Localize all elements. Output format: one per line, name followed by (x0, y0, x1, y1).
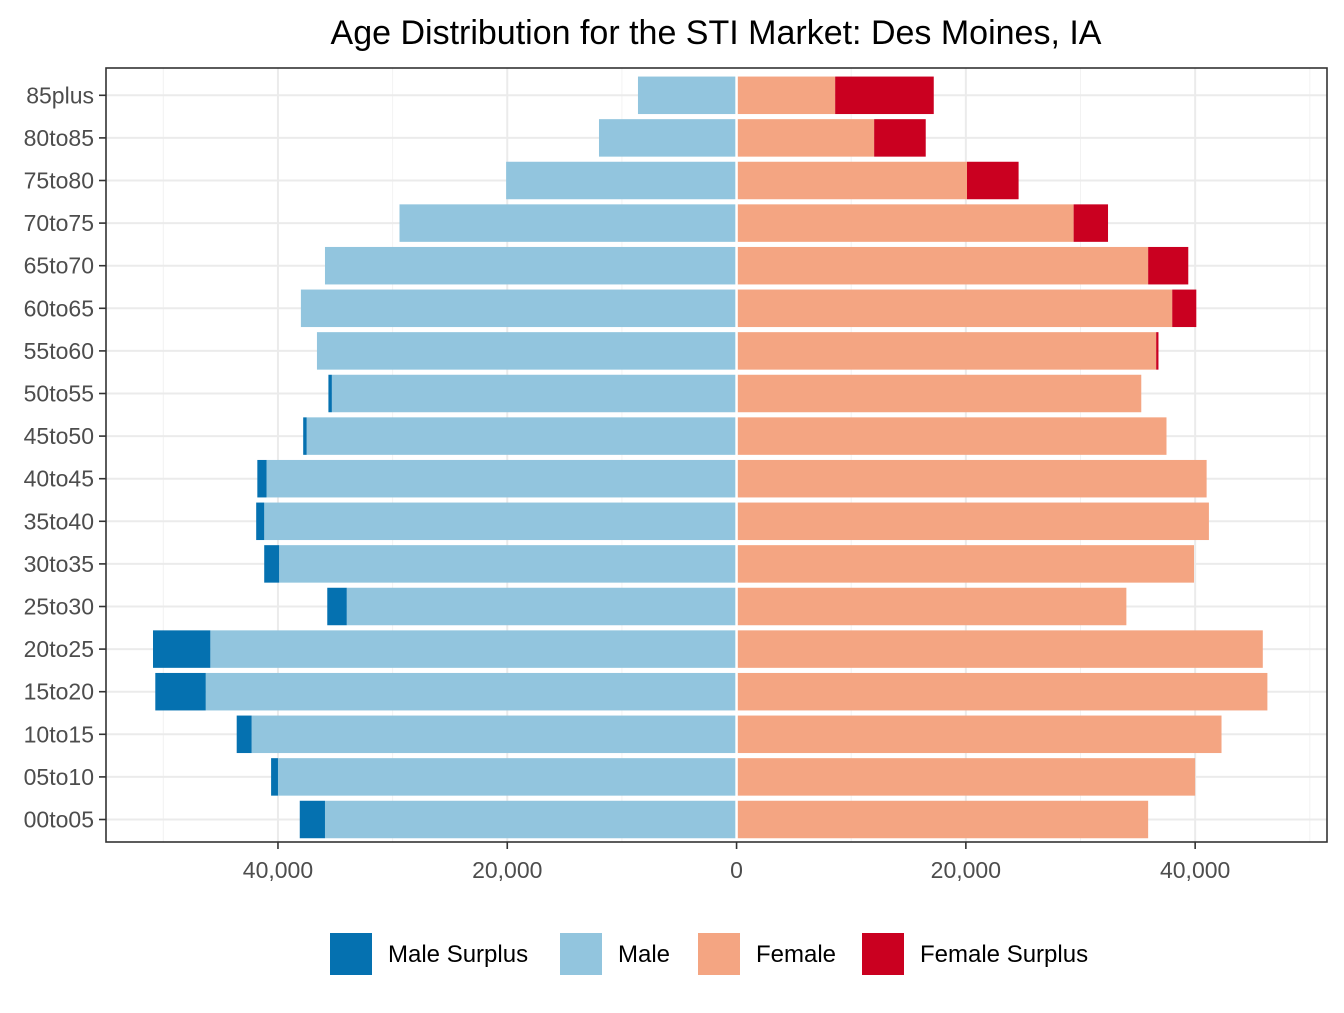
bar-male-surplus-45to50 (303, 417, 307, 455)
x-axis: 40,000 20,000 0 20,000 40,000 (243, 842, 1230, 883)
bar-female-60to65 (736, 289, 1173, 328)
y-tick-label: 00to05 (24, 807, 94, 833)
bar-male-60to65 (300, 289, 737, 328)
y-tick-label: 45to50 (24, 423, 94, 449)
bars (153, 68, 1268, 842)
bar-female-10to15 (736, 715, 1222, 754)
y-tick-label: 55to60 (24, 338, 94, 364)
bar-female-surplus-75to80 (967, 161, 1019, 200)
bar-female-80to85 (736, 119, 875, 157)
legend-label: Male (618, 941, 670, 968)
legend: Male Surplus Male Female Female Surplus (330, 933, 1088, 975)
bar-female-15to20 (736, 672, 1268, 711)
bar-female-05to10 (736, 758, 1196, 796)
x-tick-label: 20,000 (931, 857, 1001, 883)
legend-key-male-surplus (330, 933, 372, 975)
bar-male-75to80 (506, 161, 737, 200)
bar-male-35to40 (264, 502, 737, 541)
bar-male-surplus-30to35 (264, 545, 280, 583)
legend-key-female-surplus (862, 933, 904, 975)
bar-male-10to15 (251, 715, 737, 754)
bar-male-80to85 (598, 119, 737, 157)
y-tick-label: 60to65 (24, 295, 94, 321)
bar-female-surplus-70to75 (1073, 204, 1109, 242)
bar-male-surplus-40to45 (257, 459, 267, 498)
bar-male-55to60 (316, 332, 737, 370)
bar-male-15to20 (205, 672, 737, 711)
bar-female-55to60 (736, 332, 1157, 370)
bar-male-surplus-25to30 (327, 587, 347, 626)
bar-female-45to50 (736, 417, 1167, 455)
bar-male-25to30 (346, 587, 737, 626)
bar-female-surplus-80to85 (874, 119, 926, 157)
bar-male-20to25 (210, 630, 737, 668)
bar-female-surplus-55to60 (1156, 332, 1159, 370)
bar-female-40to45 (736, 459, 1207, 498)
bar-male-40to45 (266, 459, 737, 498)
y-axis: 00to05 05to10 10to15 15to20 20to25 25to30 30to… (24, 82, 106, 833)
bar-male-surplus-20to25 (153, 630, 211, 668)
bar-male-50to55 (331, 374, 737, 413)
y-tick-label: 10to15 (24, 721, 94, 747)
y-tick-label: 30to35 (24, 551, 94, 577)
chart-title: Age Distribution for the STI Market: Des… (331, 14, 1102, 52)
bar-female-65to70 (736, 246, 1149, 285)
legend-key-female (698, 933, 740, 975)
bar-female-50to55 (736, 374, 1142, 413)
x-tick-label: 40,000 (243, 857, 313, 883)
bar-male-85plus (637, 76, 737, 115)
bar-female-75to80 (736, 161, 968, 200)
bar-male-surplus-00to05 (299, 800, 325, 839)
y-tick-label: 25to30 (24, 594, 94, 620)
bar-female-00to05 (736, 800, 1149, 839)
y-tick-label: 85plus (26, 82, 94, 108)
bar-male-00to05 (324, 800, 737, 839)
bar-male-surplus-15to20 (155, 672, 206, 711)
x-tick-label: 20,000 (472, 857, 542, 883)
bar-female-surplus-85plus (835, 76, 934, 115)
legend-label: Male Surplus (388, 941, 528, 968)
bar-male-30to35 (279, 545, 737, 583)
bar-male-70to75 (399, 204, 737, 242)
y-tick-label: 15to20 (24, 679, 94, 705)
y-tick-label: 50to55 (24, 381, 94, 407)
y-tick-label: 80to85 (24, 125, 94, 151)
x-tick-label: 40,000 (1160, 857, 1230, 883)
y-tick-label: 70to75 (24, 210, 94, 236)
y-tick-label: 40to45 (24, 466, 94, 492)
y-tick-label: 65to70 (24, 253, 94, 279)
bar-male-surplus-10to15 (236, 715, 252, 754)
bar-male-surplus-35to40 (256, 502, 265, 541)
plot-border (105, 67, 1328, 843)
bar-female-30to35 (736, 545, 1195, 583)
bar-male-05to10 (277, 758, 737, 796)
bar-female-85plus (736, 76, 836, 115)
legend-label: Female Surplus (920, 941, 1088, 968)
bar-female-25to30 (736, 587, 1127, 626)
bar-female-20to25 (736, 630, 1263, 668)
legend-key-male (560, 933, 602, 975)
bar-male-45to50 (306, 417, 737, 455)
y-tick-label: 20to25 (24, 636, 94, 662)
bar-female-surplus-65to70 (1148, 246, 1189, 285)
y-tick-label: 35to40 (24, 508, 94, 534)
bar-female-surplus-60to65 (1172, 289, 1197, 328)
legend-label: Female (756, 941, 836, 968)
bar-female-70to75 (736, 204, 1074, 242)
bar-male-surplus-05to10 (271, 758, 278, 796)
bar-female-35to40 (736, 502, 1209, 541)
y-tick-label: 75to80 (24, 168, 94, 194)
bar-male-surplus-50to55 (328, 374, 332, 413)
x-tick-label: 0 (730, 857, 743, 883)
bar-male-65to70 (324, 246, 737, 285)
y-tick-label: 05to10 (24, 764, 94, 790)
